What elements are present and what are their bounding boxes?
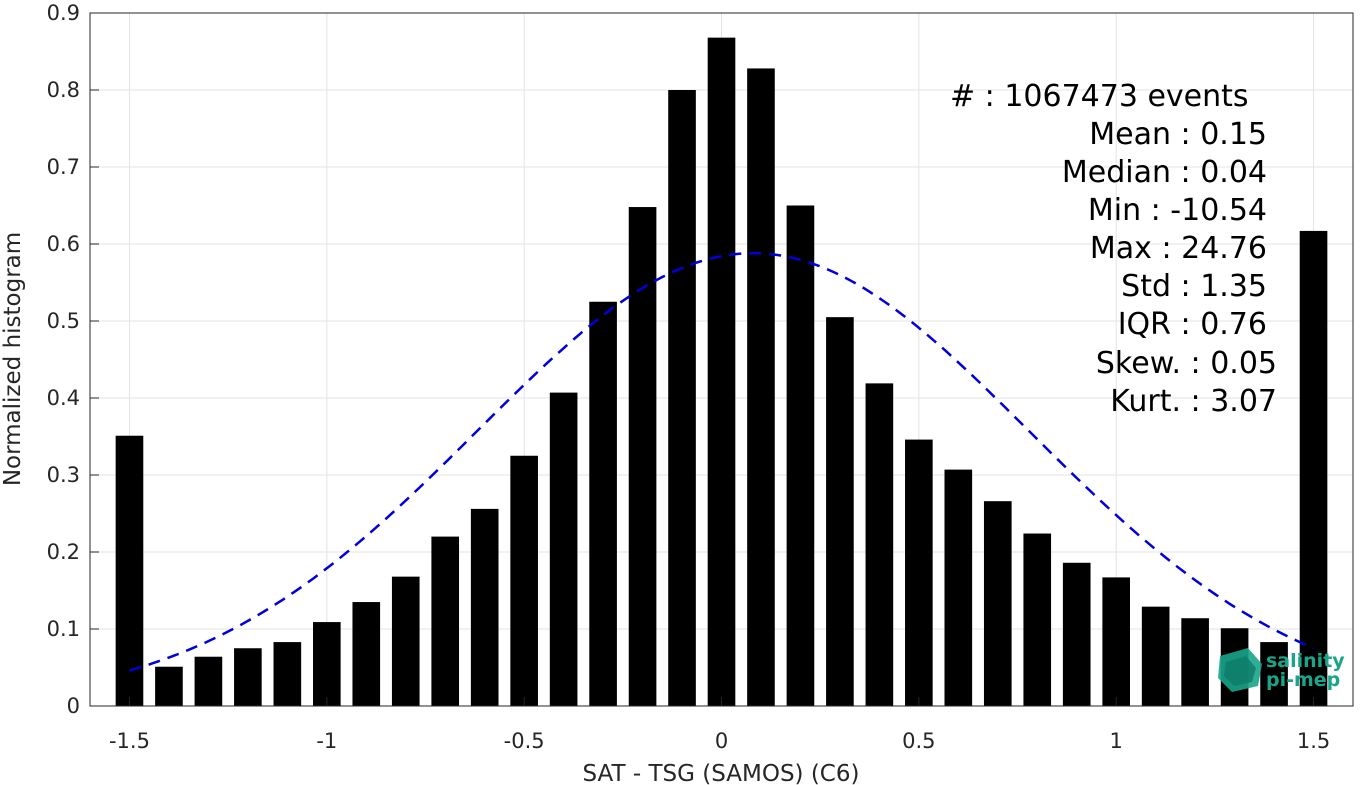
x-axis-label: SAT - TSG (SAMOS) (C6) <box>583 761 860 785</box>
histogram-bar-12 <box>589 301 617 706</box>
histogram-bar-10 <box>510 455 538 706</box>
y-axis-label: Normalized histogram <box>0 232 26 486</box>
logo-mark-inner-icon <box>1224 656 1256 686</box>
gaussian-fit-curve <box>129 252 1315 672</box>
stat-max: Max : 24.76 <box>1090 231 1267 266</box>
y-tick-label-7: 0.7 <box>47 155 80 179</box>
y-tick-label-9: 0.9 <box>47 1 80 25</box>
histogram-bar-11 <box>549 392 578 706</box>
histogram-bar-24 <box>1062 562 1091 706</box>
histogram-bar-13 <box>628 207 657 707</box>
histogram-bar-21 <box>944 469 973 706</box>
x-tick-label-3: 0 <box>715 729 728 753</box>
histogram-bar-0 <box>115 435 144 706</box>
histogram-bar-25 <box>1102 577 1131 706</box>
stat-skew: Skew. : 0.05 <box>1096 346 1277 381</box>
stat-min: Min : -10.54 <box>1088 193 1267 228</box>
histogram-bar-23 <box>1023 533 1052 706</box>
histogram-bar-9 <box>470 508 499 706</box>
histogram-bar-5 <box>312 622 341 706</box>
x-tick-label-1: -1 <box>316 729 337 753</box>
x-tick-label-5: 1 <box>1110 729 1123 753</box>
histogram-bar-4 <box>273 642 302 706</box>
stat-median: Median : 0.04 <box>1062 155 1267 190</box>
histogram-bar-3 <box>234 648 262 706</box>
y-tick-label-3: 0.3 <box>47 463 80 487</box>
histogram-bar-6 <box>352 602 381 706</box>
histogram-bar-8 <box>431 536 460 706</box>
stats-box: # : 1067473 events Mean : 0.15 Median : … <box>950 79 1277 419</box>
logo-text-line1: salinity <box>1266 650 1345 672</box>
histogram-bar-22 <box>983 501 1012 706</box>
x-axis-ticks: -1.5 -1 -0.5 0 0.5 1 1.5 <box>109 697 1330 753</box>
histogram-bar-2 <box>194 656 223 706</box>
histogram-bar-14 <box>668 90 696 706</box>
logo-text-line2: pi-mep <box>1266 669 1340 691</box>
y-tick-label-2: 0.2 <box>47 540 80 564</box>
salinity-pimep-logo: salinity pi-mep <box>1218 648 1345 692</box>
histogram-bar-29 <box>1260 642 1288 706</box>
x-tick-label-6: 1.5 <box>1297 729 1330 753</box>
bars <box>115 37 1328 707</box>
x-tick-label-2: -0.5 <box>504 729 545 753</box>
histogram-bar-19 <box>865 383 894 706</box>
histogram-bar-7 <box>391 576 420 706</box>
histogram-bar-17 <box>786 205 815 706</box>
stat-kurt: Kurt. : 3.07 <box>1110 384 1277 419</box>
histogram-bar-18 <box>826 317 854 706</box>
histogram-bar-27 <box>1181 618 1209 706</box>
histogram-bar-26 <box>1141 606 1170 706</box>
x-tick-label-0: -1.5 <box>109 729 150 753</box>
y-tick-label-8: 0.8 <box>47 78 80 102</box>
stat-iqr: IQR : 0.76 <box>1118 307 1267 342</box>
y-tick-label-1: 0.1 <box>47 617 80 641</box>
y-tick-label-5: 0.5 <box>47 309 80 333</box>
histogram-bar-15 <box>707 37 736 706</box>
y-tick-label-0: 0 <box>67 694 80 718</box>
stat-std: Std : 1.35 <box>1121 269 1267 304</box>
y-axis-ticks: 0 0.1 0.2 0.3 0.4 0.5 0.6 0.7 0.8 0.9 <box>47 1 99 718</box>
x-tick-label-4: 0.5 <box>902 729 935 753</box>
y-tick-label-4: 0.4 <box>47 386 80 410</box>
histogram-bar-20 <box>905 439 933 706</box>
y-tick-label-6: 0.6 <box>47 232 80 256</box>
histogram-bar-1 <box>155 666 183 706</box>
stat-count: # : 1067473 events <box>950 79 1249 114</box>
histogram-bar-30 <box>1299 230 1328 706</box>
stat-mean: Mean : 0.15 <box>1089 117 1267 152</box>
histogram-bar-16 <box>747 68 775 706</box>
